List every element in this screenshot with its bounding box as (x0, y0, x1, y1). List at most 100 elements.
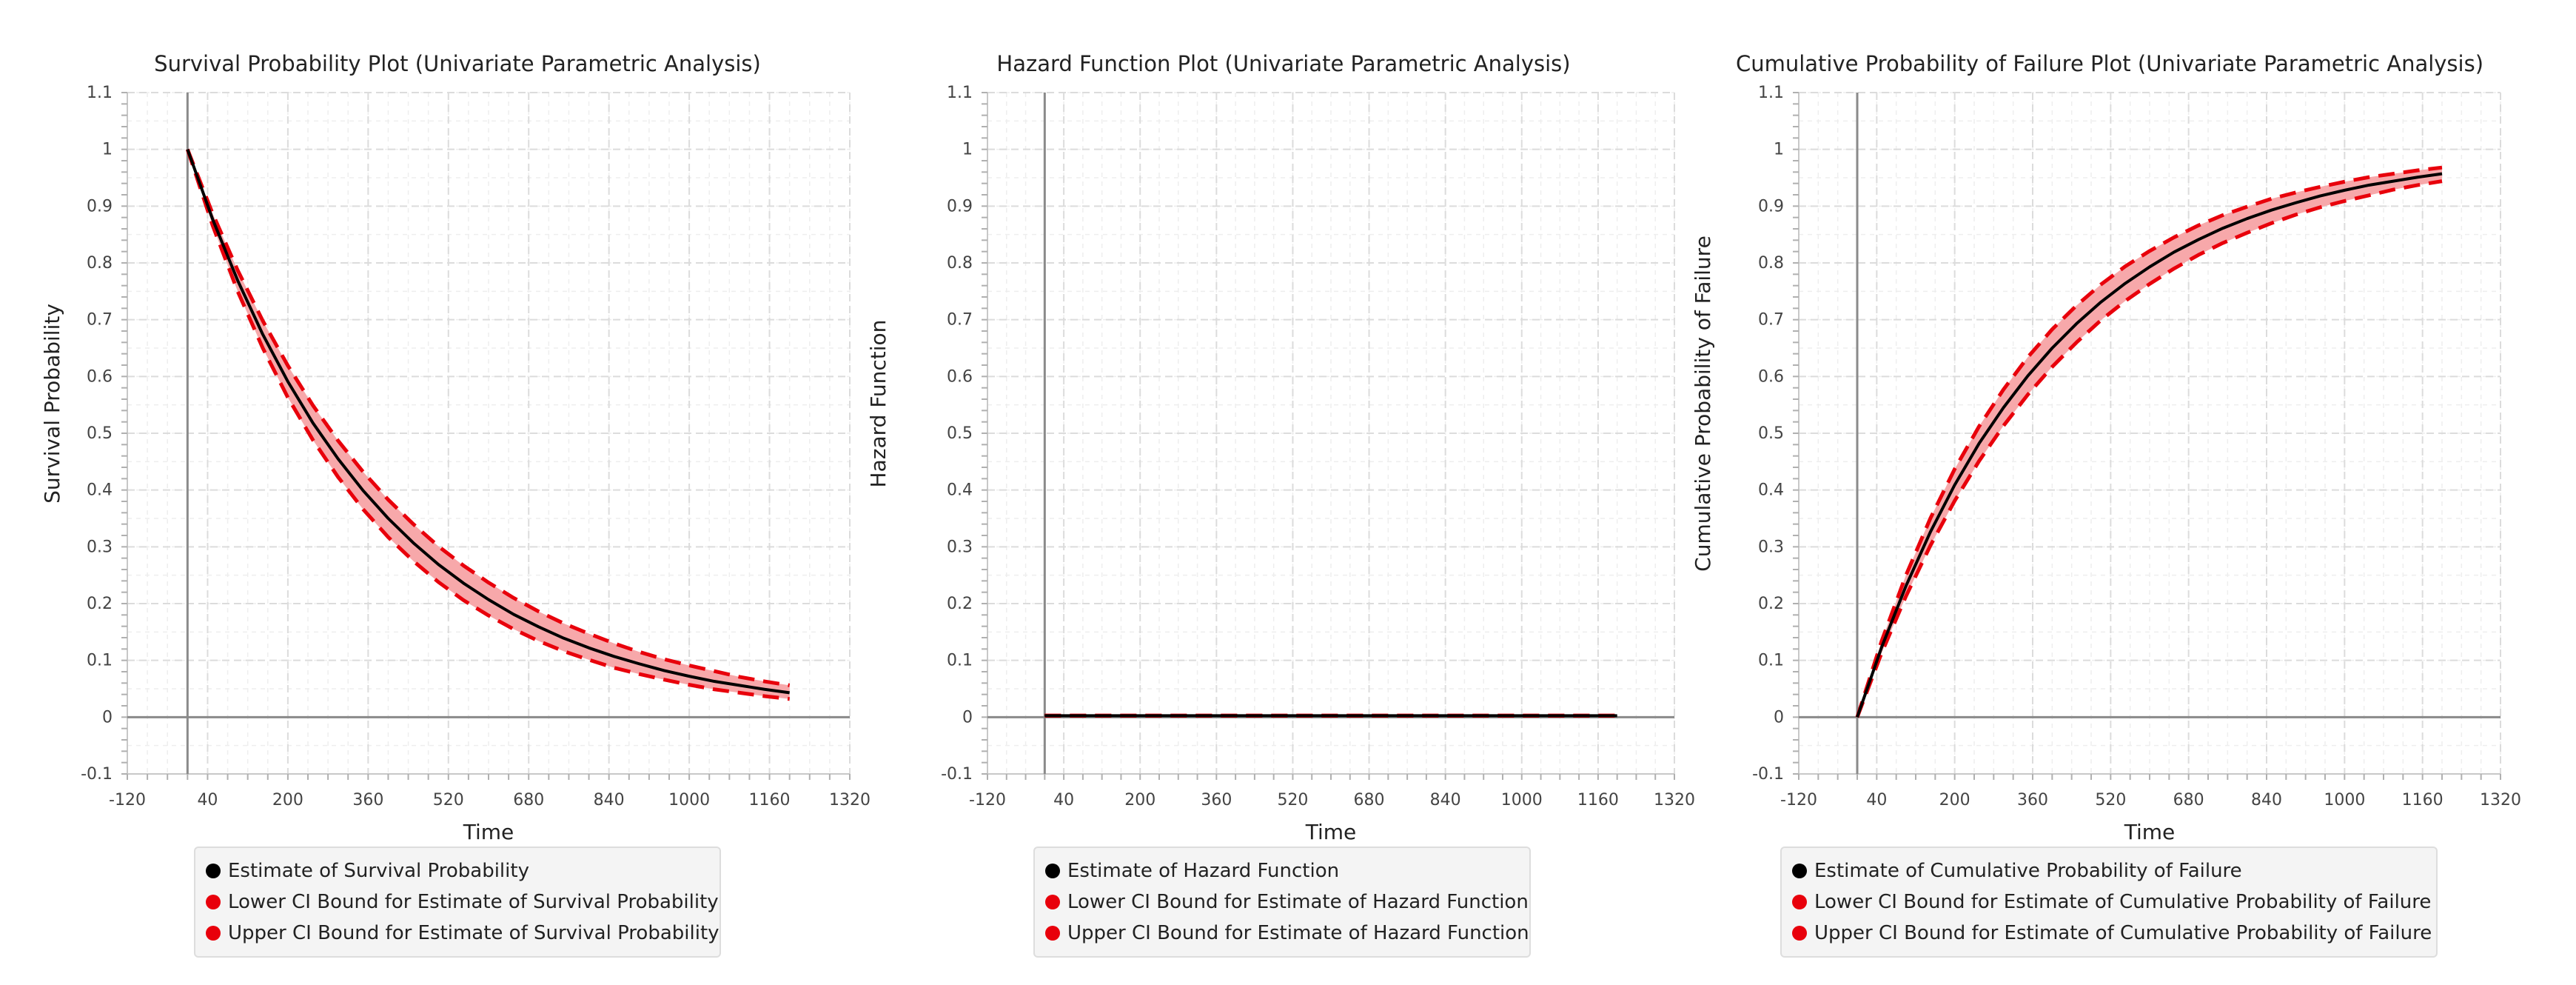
y-tick-label: 0.7 (947, 311, 973, 330)
y-tick-label: 0.4 (1758, 481, 1784, 500)
x-tick-label: -120 (1780, 791, 1817, 809)
upper-ci-line (186, 148, 791, 687)
x-tick-label: -120 (109, 791, 146, 809)
chart-1: -120 40 200 360 520 680 840 1000 1160 1320 -0.1 0 0.… (40, 51, 871, 844)
estimate-line (186, 148, 790, 695)
y-tick-label: 1 (102, 141, 113, 159)
legend-item-lower-ci: Lower CI Bound for Estimate of Hazard Fu… (1045, 886, 1529, 918)
legend-label: Upper CI Bound for Estimate of Hazard Fu… (1067, 922, 1529, 944)
legend-marker-red (206, 895, 221, 909)
y-tick-label: 0.2 (1758, 595, 1784, 613)
y-tick-label: 0 (962, 708, 973, 727)
chart-title: Hazard Function Plot (Univariate Paramet… (996, 51, 1570, 76)
y-tick-label: 0.1 (87, 652, 113, 670)
chart-3: -120 40 200 360 520 680 840 1000 1160 1320 -0.1 0 0.… (1691, 51, 2521, 844)
y-tick-label: 0.2 (947, 595, 973, 613)
x-tick-label: 840 (1430, 791, 1461, 809)
y-tick-label: 1.1 (87, 84, 113, 102)
y-tick-label: 0.5 (1758, 424, 1784, 443)
legend-label: Lower CI Bound for Estimate of Hazard Fu… (1067, 891, 1529, 913)
legend-marker-black (1792, 864, 1807, 878)
legend-label: Lower CI Bound for Estimate of Cumulativ… (1814, 891, 2432, 913)
y-tick-label: -0.1 (81, 765, 113, 784)
y-tick-label: 0.5 (87, 424, 113, 443)
x-tick-label: 1000 (1501, 791, 1543, 809)
chart-title: Survival Probability Plot (Univariate Pa… (154, 51, 761, 76)
x-tick-label: 200 (1124, 791, 1155, 809)
x-tick-label: 520 (1277, 791, 1308, 809)
estimate-line (1856, 172, 2443, 718)
y-axis-label: Survival Probability (40, 304, 64, 504)
x-tick-label: 1160 (2402, 791, 2443, 809)
legend-marker-black (206, 864, 221, 878)
y-tick-label: 0.1 (1758, 652, 1784, 670)
legend-label: Upper CI Bound for Estimate of Cumulativ… (1814, 922, 2432, 944)
x-tick-label: 1160 (1577, 791, 1619, 809)
legend-survival: Estimate of Survival Probability Lower C… (194, 847, 721, 958)
legend-item-upper-ci: Upper CI Bound for Estimate of Cumulativ… (1792, 918, 2432, 949)
y-tick-label: 0.2 (87, 595, 113, 613)
y-tick-label: 0.7 (87, 311, 113, 330)
x-tick-label: 360 (1201, 791, 1232, 809)
y-tick-label: 1 (962, 141, 973, 159)
legend-label: Upper CI Bound for Estimate of Survival … (228, 922, 720, 944)
x-axis-label: Time (463, 820, 514, 844)
confidence-band (1857, 167, 2442, 718)
lower-ci-line (1855, 179, 2443, 718)
y-tick-label: 0.6 (947, 367, 973, 386)
y-tick-label: 0.8 (1758, 254, 1784, 273)
legend-marker-red (206, 926, 221, 941)
y-tick-label: 1.1 (1758, 84, 1784, 102)
legend-item-lower-ci: Lower CI Bound for Estimate of Survival … (206, 886, 719, 918)
chart-2: -120 40 200 360 520 680 840 1000 1160 1320 -0.1 0 0.… (866, 51, 1695, 844)
y-tick-label: 0.4 (947, 481, 973, 500)
x-tick-label: 40 (1053, 791, 1074, 809)
y-axis-label: Cumulative Probability of Failure (1691, 236, 1715, 572)
x-tick-label: 200 (272, 791, 303, 809)
y-tick-label: 0.8 (947, 254, 973, 273)
x-tick-label: 680 (513, 791, 544, 809)
y-tick-label: 0.6 (1758, 367, 1784, 386)
legend-item-lower-ci: Lower CI Bound for Estimate of Cumulativ… (1792, 886, 2431, 918)
confidence-band (187, 149, 790, 699)
chart-title: Cumulative Probability of Failure Plot (… (1736, 51, 2483, 76)
y-tick-label: 0.5 (947, 424, 973, 443)
y-tick-label: 0 (102, 708, 113, 727)
x-tick-label: 520 (2095, 791, 2126, 809)
y-tick-label: 0.9 (947, 197, 973, 216)
legend-marker-red (1045, 895, 1060, 909)
x-tick-label: 1160 (749, 791, 791, 809)
x-tick-label: -120 (969, 791, 1006, 809)
y-tick-label: 0.9 (1758, 197, 1784, 216)
x-tick-label: 840 (594, 791, 625, 809)
y-tick-label: 0.6 (87, 367, 113, 386)
lower-ci-line (185, 148, 790, 701)
y-tick-label: 0.4 (87, 481, 113, 500)
legend-label: Lower CI Bound for Estimate of Survival … (228, 891, 719, 913)
legend-label: Estimate of Cumulative Probability of Fa… (1814, 860, 2242, 882)
y-tick-label: 0.8 (87, 254, 113, 273)
y-tick-label: -0.1 (941, 765, 973, 784)
x-axis-label: Time (1305, 820, 1357, 844)
y-tick-label: 0.9 (87, 197, 113, 216)
legend-hazard: Estimate of Hazard Function Lower CI Bou… (1033, 847, 1531, 958)
legend-item-upper-ci: Upper CI Bound for Estimate of Hazard Fu… (1045, 918, 1529, 949)
x-axis-label: Time (2124, 820, 2176, 844)
x-tick-label: 680 (2173, 791, 2204, 809)
x-tick-label: 1320 (1654, 791, 1695, 809)
legend-label: Estimate of Hazard Function (1067, 860, 1340, 882)
x-tick-label: 1000 (2324, 791, 2365, 809)
legend-marker-red (1792, 895, 1807, 909)
legend-label: Estimate of Survival Probability (228, 860, 529, 882)
upper-ci-line (1855, 165, 2443, 718)
x-tick-label: 840 (2251, 791, 2282, 809)
legend-item-estimate: Estimate of Cumulative Probability of Fa… (1792, 855, 2426, 886)
x-tick-label: 200 (1939, 791, 1970, 809)
x-tick-label: 360 (352, 791, 383, 809)
x-tick-label: 1000 (668, 791, 710, 809)
x-tick-label: 520 (433, 791, 464, 809)
x-tick-label: 1320 (2480, 791, 2521, 809)
y-axis-label: Hazard Function (866, 320, 890, 488)
legend-item-upper-ci: Upper CI Bound for Estimate of Survival … (206, 918, 720, 949)
